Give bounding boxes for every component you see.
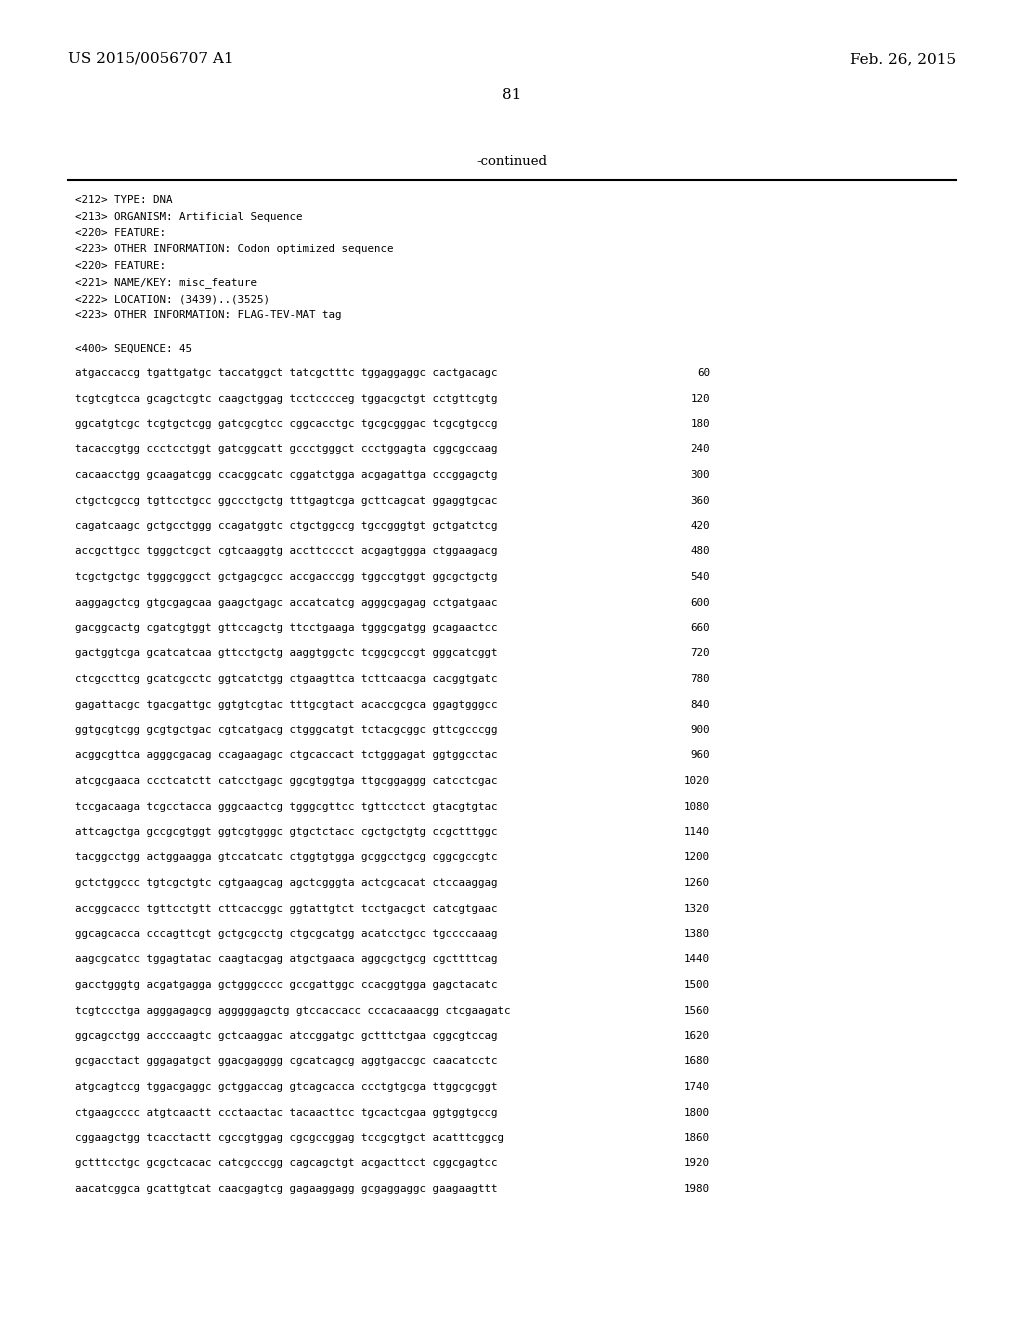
Text: 1800: 1800 [684,1107,710,1118]
Text: ggtgcgtcgg gcgtgctgac cgtcatgacg ctgggcatgt tctacgcggc gttcgcccgg: ggtgcgtcgg gcgtgctgac cgtcatgacg ctgggca… [75,725,498,735]
Text: 1680: 1680 [684,1056,710,1067]
Text: -continued: -continued [476,154,548,168]
Text: ggcagcctgg accccaagtc gctcaaggac atccggatgc gctttctgaa cggcgtccag: ggcagcctgg accccaagtc gctcaaggac atccgga… [75,1031,498,1041]
Text: Feb. 26, 2015: Feb. 26, 2015 [850,51,956,66]
Text: 960: 960 [690,751,710,760]
Text: ctgaagcccc atgtcaactt ccctaactac tacaacttcc tgcactcgaa ggtggtgccg: ctgaagcccc atgtcaactt ccctaactac tacaact… [75,1107,498,1118]
Text: 600: 600 [690,598,710,607]
Text: 1860: 1860 [684,1133,710,1143]
Text: <220> FEATURE:: <220> FEATURE: [75,228,166,238]
Text: <212> TYPE: DNA: <212> TYPE: DNA [75,195,172,205]
Text: cacaacctgg gcaagatcgg ccacggcatc cggatctgga acgagattga cccggagctg: cacaacctgg gcaagatcgg ccacggcatc cggatct… [75,470,498,480]
Text: acggcgttca agggcgacag ccagaagagc ctgcaccact tctgggagat ggtggcctac: acggcgttca agggcgacag ccagaagagc ctgcacc… [75,751,498,760]
Text: atgcagtccg tggacgaggc gctggaccag gtcagcacca ccctgtgcga ttggcgcggt: atgcagtccg tggacgaggc gctggaccag gtcagca… [75,1082,498,1092]
Text: tcgtcgtcca gcagctcgtc caagctggag tcctcccceg tggacgctgt cctgttcgtg: tcgtcgtcca gcagctcgtc caagctggag tcctccc… [75,393,498,404]
Text: aagcgcatcc tggagtatac caagtacgag atgctgaaca aggcgctgcg cgcttttcag: aagcgcatcc tggagtatac caagtacgag atgctga… [75,954,498,965]
Text: 1920: 1920 [684,1159,710,1168]
Text: tcgtccctga agggagagcg agggggagctg gtccaccacc cccacaaacgg ctcgaagatc: tcgtccctga agggagagcg agggggagctg gtccac… [75,1006,511,1015]
Text: 1500: 1500 [684,979,710,990]
Text: gacggcactg cgatcgtggt gttccagctg ttcctgaaga tgggcgatgg gcagaactcc: gacggcactg cgatcgtggt gttccagctg ttcctga… [75,623,498,634]
Text: gctctggccc tgtcgctgtc cgtgaagcag agctcgggta actcgcacat ctccaaggag: gctctggccc tgtcgctgtc cgtgaagcag agctcgg… [75,878,498,888]
Text: 1740: 1740 [684,1082,710,1092]
Text: ggcatgtcgc tcgtgctcgg gatcgcgtcc cggcacctgc tgcgcgggac tcgcgtgccg: ggcatgtcgc tcgtgctcgg gatcgcgtcc cggcacc… [75,418,498,429]
Text: gcgacctact gggagatgct ggacgagggg cgcatcagcg aggtgaccgc caacatcctc: gcgacctact gggagatgct ggacgagggg cgcatca… [75,1056,498,1067]
Text: tacggcctgg actggaagga gtccatcatc ctggtgtgga gcggcctgcg cggcgccgtc: tacggcctgg actggaagga gtccatcatc ctggtgt… [75,853,498,862]
Text: 1260: 1260 [684,878,710,888]
Text: 480: 480 [690,546,710,557]
Text: 540: 540 [690,572,710,582]
Text: 840: 840 [690,700,710,710]
Text: 1200: 1200 [684,853,710,862]
Text: US 2015/0056707 A1: US 2015/0056707 A1 [68,51,233,66]
Text: 1080: 1080 [684,801,710,812]
Text: 1380: 1380 [684,929,710,939]
Text: attcagctga gccgcgtggt ggtcgtgggc gtgctctacc cgctgctgtg ccgctttggc: attcagctga gccgcgtggt ggtcgtgggc gtgctct… [75,828,498,837]
Text: 1620: 1620 [684,1031,710,1041]
Text: atcgcgaaca ccctcatctt catcctgagc ggcgtggtga ttgcggaggg catcctcgac: atcgcgaaca ccctcatctt catcctgagc ggcgtgg… [75,776,498,785]
Text: 720: 720 [690,648,710,659]
Text: tccgacaaga tcgcctacca gggcaactcg tgggcgttcc tgttcctcct gtacgtgtac: tccgacaaga tcgcctacca gggcaactcg tgggcgt… [75,801,498,812]
Text: 1020: 1020 [684,776,710,785]
Text: 120: 120 [690,393,710,404]
Text: aaggagctcg gtgcgagcaa gaagctgagc accatcatcg agggcgagag cctgatgaac: aaggagctcg gtgcgagcaa gaagctgagc accatca… [75,598,498,607]
Text: 1560: 1560 [684,1006,710,1015]
Text: <220> FEATURE:: <220> FEATURE: [75,261,166,271]
Text: ctgctcgccg tgttcctgcc ggccctgctg tttgagtcga gcttcagcat ggaggtgcac: ctgctcgccg tgttcctgcc ggccctgctg tttgagt… [75,495,498,506]
Text: gctttcctgc gcgctcacac catcgcccgg cagcagctgt acgacttcct cggcgagtcc: gctttcctgc gcgctcacac catcgcccgg cagcagc… [75,1159,498,1168]
Text: <222> LOCATION: (3439)..(3525): <222> LOCATION: (3439)..(3525) [75,294,270,304]
Text: tacaccgtgg ccctcctggt gatcggcatt gccctgggct ccctggagta cggcgccaag: tacaccgtgg ccctcctggt gatcggcatt gccctgg… [75,445,498,454]
Text: 81: 81 [503,88,521,102]
Text: cagatcaagc gctgcctggg ccagatggtc ctgctggccg tgccgggtgt gctgatctcg: cagatcaagc gctgcctggg ccagatggtc ctgctgg… [75,521,498,531]
Text: 60: 60 [697,368,710,378]
Text: <400> SEQUENCE: 45: <400> SEQUENCE: 45 [75,343,193,354]
Text: <221> NAME/KEY: misc_feature: <221> NAME/KEY: misc_feature [75,277,257,288]
Text: 240: 240 [690,445,710,454]
Text: 300: 300 [690,470,710,480]
Text: gagattacgc tgacgattgc ggtgtcgtac tttgcgtact acaccgcgca ggagtgggcc: gagattacgc tgacgattgc ggtgtcgtac tttgcgt… [75,700,498,710]
Text: ctcgccttcg gcatcgcctc ggtcatctgg ctgaagttca tcttcaacga cacggtgatc: ctcgccttcg gcatcgcctc ggtcatctgg ctgaagt… [75,675,498,684]
Text: accgcttgcc tgggctcgct cgtcaaggtg accttcccct acgagtggga ctggaagacg: accgcttgcc tgggctcgct cgtcaaggtg accttcc… [75,546,498,557]
Text: <223> OTHER INFORMATION: FLAG-TEV-MAT tag: <223> OTHER INFORMATION: FLAG-TEV-MAT ta… [75,310,341,321]
Text: accggcaccc tgttcctgtt cttcaccggc ggtattgtct tcctgacgct catcgtgaac: accggcaccc tgttcctgtt cttcaccggc ggtattg… [75,903,498,913]
Text: 420: 420 [690,521,710,531]
Text: 1140: 1140 [684,828,710,837]
Text: 360: 360 [690,495,710,506]
Text: 660: 660 [690,623,710,634]
Text: gactggtcga gcatcatcaa gttcctgctg aaggtggctc tcggcgccgt gggcatcggt: gactggtcga gcatcatcaa gttcctgctg aaggtgg… [75,648,498,659]
Text: 780: 780 [690,675,710,684]
Text: 900: 900 [690,725,710,735]
Text: gacctgggtg acgatgagga gctgggcccc gccgattggc ccacggtgga gagctacatc: gacctgggtg acgatgagga gctgggcccc gccgatt… [75,979,498,990]
Text: tcgctgctgc tgggcggcct gctgagcgcc accgacccgg tggccgtggt ggcgctgctg: tcgctgctgc tgggcggcct gctgagcgcc accgacc… [75,572,498,582]
Text: 1320: 1320 [684,903,710,913]
Text: atgaccaccg tgattgatgc taccatggct tatcgctttc tggaggaggc cactgacagc: atgaccaccg tgattgatgc taccatggct tatcgct… [75,368,498,378]
Text: ggcagcacca cccagttcgt gctgcgcctg ctgcgcatgg acatcctgcc tgccccaaag: ggcagcacca cccagttcgt gctgcgcctg ctgcgca… [75,929,498,939]
Text: <213> ORGANISM: Artificial Sequence: <213> ORGANISM: Artificial Sequence [75,211,302,222]
Text: aacatcggca gcattgtcat caacgagtcg gagaaggagg gcgaggaggc gaagaagttt: aacatcggca gcattgtcat caacgagtcg gagaagg… [75,1184,498,1195]
Text: cggaagctgg tcacctactt cgccgtggag cgcgccggag tccgcgtgct acatttcggcg: cggaagctgg tcacctactt cgccgtggag cgcgccg… [75,1133,504,1143]
Text: 180: 180 [690,418,710,429]
Text: 1440: 1440 [684,954,710,965]
Text: 1980: 1980 [684,1184,710,1195]
Text: <223> OTHER INFORMATION: Codon optimized sequence: <223> OTHER INFORMATION: Codon optimized… [75,244,393,255]
